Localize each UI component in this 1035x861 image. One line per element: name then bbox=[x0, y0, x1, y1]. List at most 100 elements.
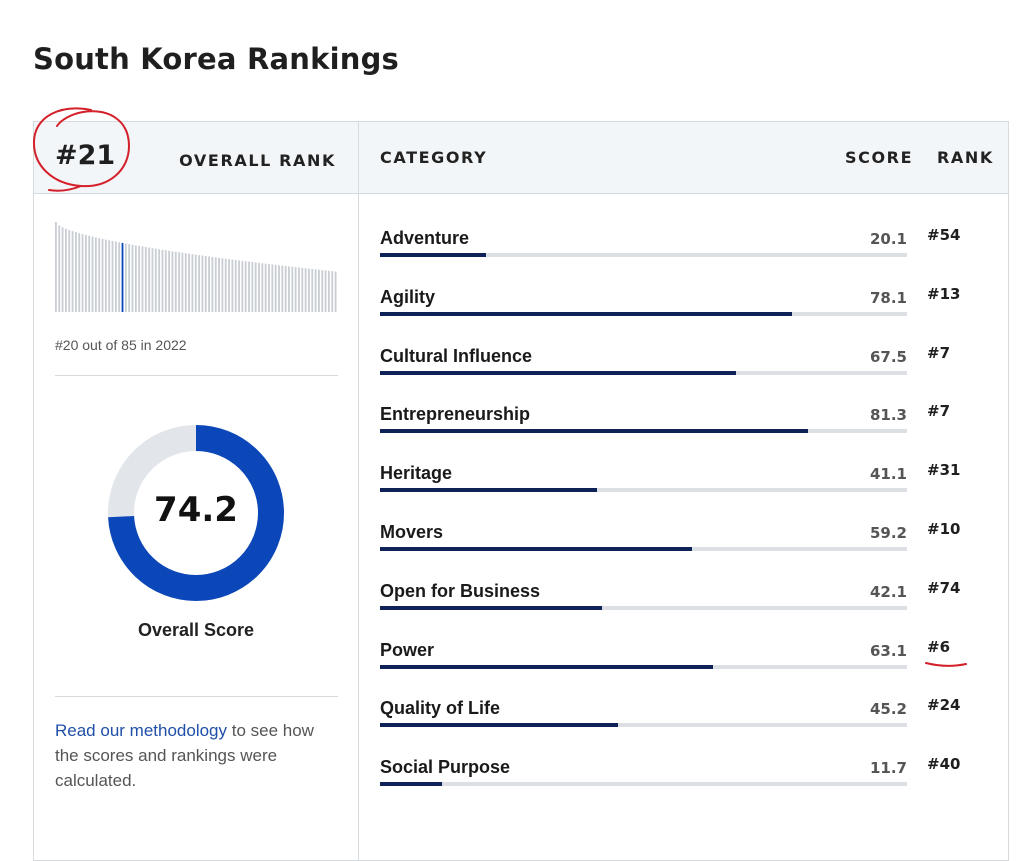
category-rank: #40 bbox=[927, 755, 961, 774]
score-bar-track bbox=[380, 547, 907, 551]
sparkline-bar bbox=[58, 225, 61, 312]
sparkline-bar bbox=[244, 261, 247, 312]
score-bar-fill bbox=[380, 547, 692, 551]
sparkline-bar bbox=[308, 268, 310, 312]
score-bar-track bbox=[380, 664, 907, 669]
category-name: Social Purpose bbox=[380, 757, 511, 778]
category-rank: #10 bbox=[927, 520, 961, 538]
sparkline-bar bbox=[191, 254, 194, 312]
sparkline-bar bbox=[114, 241, 117, 312]
column-divider bbox=[358, 122, 359, 860]
category-row: Cultural Influence 67.5 #7 bbox=[380, 343, 990, 396]
methodology-text: to see how the scores and rankings were … bbox=[55, 721, 314, 790]
category-name: Movers bbox=[380, 522, 444, 542]
donut-fill bbox=[108, 425, 284, 601]
score-bar-track bbox=[380, 605, 907, 610]
sparkline-bar bbox=[141, 246, 144, 312]
rankings-panel: #21 OVERALL RANK CATEGORY SCORE RANK #20… bbox=[32, 107, 1009, 861]
sparkline-bar bbox=[314, 269, 317, 312]
rank-header: RANK bbox=[937, 148, 994, 167]
category-score: 41.1 bbox=[869, 465, 907, 484]
category-row: Agility 78.1 #13 bbox=[380, 285, 990, 337]
category-score: 45.2 bbox=[869, 700, 907, 719]
category-score: 78.1 bbox=[869, 288, 907, 307]
sparkline-bar bbox=[258, 262, 260, 312]
score-bar-track bbox=[380, 488, 907, 493]
sparkline-bar bbox=[134, 245, 137, 312]
score-bar-fill bbox=[380, 370, 736, 375]
sparkline-bar bbox=[281, 265, 284, 312]
sparkline-bar bbox=[108, 240, 111, 312]
overall-score-label: Overall Score bbox=[137, 620, 255, 640]
score-header: SCORE bbox=[845, 148, 914, 167]
sparkline-bar bbox=[171, 251, 174, 312]
category-row: Adventure 20.1 #54 bbox=[380, 226, 990, 278]
sparkline-bar bbox=[74, 232, 77, 312]
sparkline-bar bbox=[94, 237, 97, 312]
category-score: 81.3 bbox=[869, 406, 907, 425]
sparkline-bar bbox=[224, 258, 227, 312]
sparkline-bar bbox=[88, 235, 91, 312]
sparkline-bar bbox=[124, 243, 127, 312]
category-name: Adventure bbox=[380, 228, 470, 248]
sparkline-bar bbox=[174, 251, 177, 312]
divider-line bbox=[55, 375, 338, 376]
score-bar-track bbox=[380, 370, 907, 375]
sparkline-bar bbox=[288, 266, 290, 312]
score-bar-track bbox=[380, 429, 907, 434]
sparkline-bar bbox=[248, 261, 250, 312]
sparkline-bar bbox=[98, 238, 101, 312]
sparkline-bar-highlight bbox=[121, 242, 124, 312]
sparkline-bar bbox=[55, 222, 57, 312]
sparkline-bar bbox=[328, 270, 330, 312]
score-bar-track bbox=[380, 782, 907, 787]
category-name: Power bbox=[380, 639, 435, 660]
sparkline-bar bbox=[101, 238, 104, 312]
category-rank: #7 bbox=[927, 343, 951, 362]
category-row: Heritage 41.1 #31 bbox=[380, 461, 990, 513]
sparkline-bar bbox=[131, 244, 134, 312]
category-score: 20.1 bbox=[869, 230, 907, 248]
sparkline-bar bbox=[304, 268, 307, 312]
sparkline-bar bbox=[151, 248, 154, 312]
sparkline-bar bbox=[194, 254, 197, 312]
sparkline-bar bbox=[284, 265, 287, 312]
score-bar-fill bbox=[380, 488, 597, 493]
sparkline-bar bbox=[221, 258, 224, 312]
sparkline-bar bbox=[178, 252, 181, 312]
sparkline-bar bbox=[91, 236, 94, 312]
category-name: Open for Business bbox=[380, 580, 541, 601]
sparkline-bar bbox=[231, 259, 234, 312]
sparkline-bar bbox=[271, 264, 274, 312]
category-rank: #6 bbox=[927, 637, 951, 656]
sparkline-bar bbox=[321, 270, 324, 312]
sparkline-bar bbox=[68, 229, 71, 312]
sparkline-bar bbox=[204, 256, 207, 312]
sparkline-bar bbox=[161, 249, 164, 312]
category-name: Entrepreneurship bbox=[380, 404, 531, 425]
sparkline-bar bbox=[324, 270, 327, 312]
score-bar-track bbox=[380, 253, 907, 257]
category-name: Quality of Life bbox=[380, 698, 501, 719]
sparkline-bar bbox=[331, 271, 334, 312]
category-name: Cultural Influence bbox=[380, 345, 533, 366]
category-score: 67.5 bbox=[869, 347, 907, 366]
sparkline-bar bbox=[64, 228, 67, 312]
sparkline-bar bbox=[188, 253, 191, 312]
sparkline-bar bbox=[261, 263, 264, 312]
sparkline-bar bbox=[301, 267, 304, 312]
sparkline-bar bbox=[201, 255, 204, 312]
sparkline-bar bbox=[278, 265, 280, 312]
sparkline-bar bbox=[198, 255, 200, 312]
sparkline-bar bbox=[148, 247, 151, 312]
category-row: Quality of Life 45.2 #24 bbox=[380, 696, 990, 748]
sparkline-bar bbox=[294, 267, 297, 312]
score-bar-fill bbox=[380, 664, 713, 669]
category-row: Movers 59.2 #10 bbox=[380, 520, 990, 572]
methodology-note: Read our methodology to see how the scor… bbox=[55, 718, 335, 793]
category-rank: #54 bbox=[927, 226, 961, 244]
sparkline-bar bbox=[78, 233, 81, 312]
methodology-link[interactable]: Read our methodology bbox=[55, 721, 228, 740]
score-bar-fill bbox=[380, 605, 602, 610]
overall-rank-value: #21 bbox=[55, 140, 116, 171]
